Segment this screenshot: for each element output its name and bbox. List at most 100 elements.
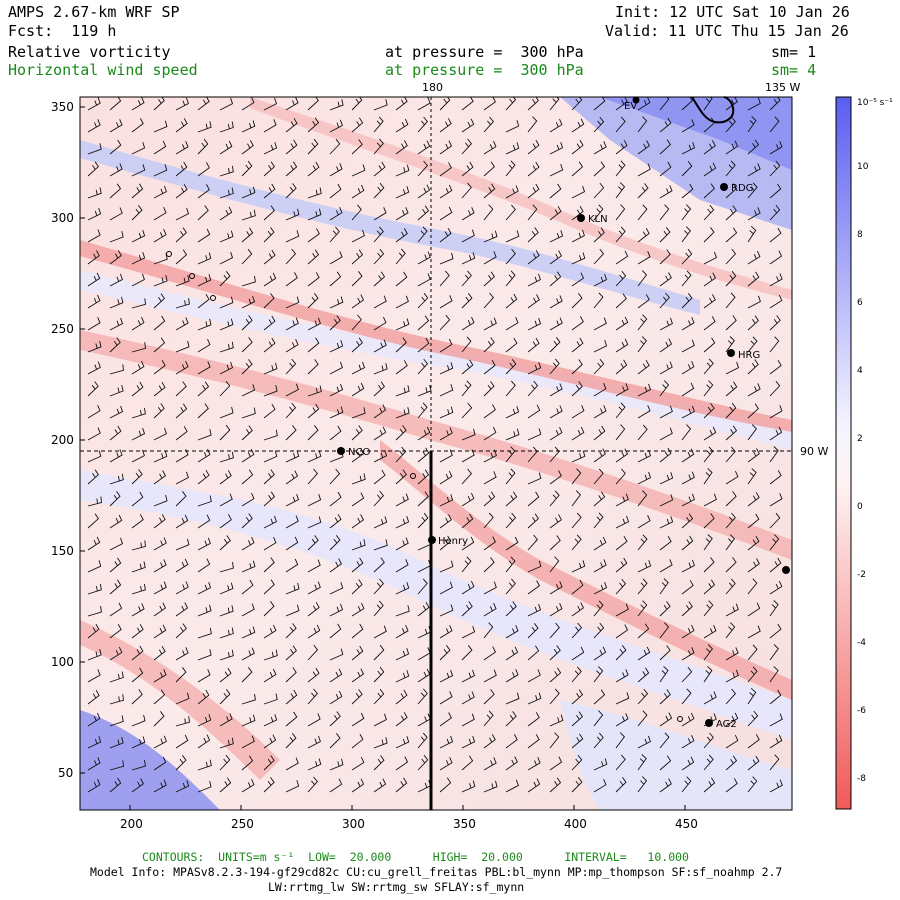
wind-barb xyxy=(769,405,783,419)
wind-barb xyxy=(527,204,538,221)
wind-barb xyxy=(307,293,319,309)
wind-barb xyxy=(593,468,604,485)
wind-barb xyxy=(197,274,212,287)
wind-barb xyxy=(153,779,167,793)
wind-barb xyxy=(505,692,520,705)
y-axis: 350 300 250 200 150 100 50 xyxy=(51,100,85,780)
wind-barb xyxy=(351,689,363,705)
wind-barb xyxy=(131,183,144,199)
y-tick-label: 250 xyxy=(51,322,74,336)
wind-barb xyxy=(109,425,122,441)
wind-barb xyxy=(593,581,608,595)
label-90w: 90 W xyxy=(800,445,828,458)
wind-barb xyxy=(175,602,189,617)
wind-barb xyxy=(593,689,606,705)
wind-barb xyxy=(549,688,560,705)
wind-barb xyxy=(571,139,584,155)
wind-barb xyxy=(747,776,758,793)
wind-barb xyxy=(439,645,451,661)
wind-barb xyxy=(593,779,607,793)
wind-barb xyxy=(461,359,474,375)
wind-barb xyxy=(351,117,364,133)
wind-barb xyxy=(241,779,255,793)
wind-barb xyxy=(87,689,100,705)
wind-barb xyxy=(527,317,542,331)
wind-barb xyxy=(329,251,343,265)
wind-barb xyxy=(593,710,604,727)
wind-barb xyxy=(263,205,275,221)
wind-barb xyxy=(527,757,541,771)
wind-barb xyxy=(285,711,298,727)
wind-barb xyxy=(329,315,341,331)
wind-barb xyxy=(461,182,472,199)
wind-barb xyxy=(197,558,211,573)
wind-barb xyxy=(747,424,757,441)
wind-barb xyxy=(175,184,188,199)
wind-barb xyxy=(483,710,494,727)
wind-barb xyxy=(285,667,297,683)
wind-barb xyxy=(681,647,695,661)
wind-barb xyxy=(153,140,167,155)
wind-barb xyxy=(307,450,322,463)
wind-barb xyxy=(483,512,494,529)
wind-barb xyxy=(571,426,585,441)
wind-barb xyxy=(307,468,318,485)
wind-barb xyxy=(681,688,692,705)
wind-barb xyxy=(549,556,560,573)
wind-barb xyxy=(351,294,365,309)
wind-barb xyxy=(395,186,410,199)
wind-barb xyxy=(175,118,188,133)
wind-barb xyxy=(527,534,538,551)
wind-barb xyxy=(703,666,713,683)
wind-barb xyxy=(593,317,607,331)
wind-barb xyxy=(593,383,607,397)
station-label-hrg: HRG xyxy=(738,350,760,361)
wind-barb xyxy=(329,425,342,441)
wind-barb xyxy=(351,164,366,177)
wind-barb xyxy=(439,691,453,705)
station-dot-hrg xyxy=(727,349,735,357)
wind-barb xyxy=(307,713,321,727)
wind-barb xyxy=(197,714,212,727)
wind-barb xyxy=(329,271,342,287)
wind-barb xyxy=(439,140,453,155)
wind-barb xyxy=(87,606,102,617)
wind-barb xyxy=(329,340,344,353)
wind-barb xyxy=(285,425,297,441)
wind-barb xyxy=(681,601,693,617)
wind-barb xyxy=(219,380,231,397)
wind-barb xyxy=(131,97,145,111)
wind-barb xyxy=(549,622,560,639)
wind-barb xyxy=(263,403,276,419)
wind-barb xyxy=(769,512,781,529)
wind-barb xyxy=(131,407,146,419)
wind-barb xyxy=(505,230,520,243)
wind-barb xyxy=(681,382,695,397)
wind-barb xyxy=(659,380,670,397)
wind-barb xyxy=(483,204,494,221)
wind-barb xyxy=(505,468,516,485)
wind-barb xyxy=(769,227,782,243)
station-dot-ev xyxy=(632,96,640,104)
wind-barb xyxy=(219,406,234,419)
wind-barb xyxy=(637,646,651,661)
wind-barb xyxy=(593,512,604,529)
wind-barb xyxy=(175,558,189,573)
wind-barb xyxy=(461,691,475,705)
wind-barb xyxy=(373,404,387,419)
wind-barb xyxy=(725,647,739,661)
wind-barb xyxy=(703,644,713,661)
wind-barb xyxy=(615,226,626,243)
wind-barb xyxy=(219,251,234,265)
wind-barb xyxy=(681,161,693,177)
wind-barb xyxy=(659,559,673,573)
colorbar-label: -8 xyxy=(857,774,866,784)
wind-barb xyxy=(593,227,605,243)
vorticity-field xyxy=(80,97,792,810)
wind-barb xyxy=(659,578,669,595)
wind-barb xyxy=(439,227,452,243)
wind-barb xyxy=(307,758,322,771)
wind-barb xyxy=(615,732,625,749)
wind-barb xyxy=(373,182,385,199)
wind-barb xyxy=(483,491,496,507)
